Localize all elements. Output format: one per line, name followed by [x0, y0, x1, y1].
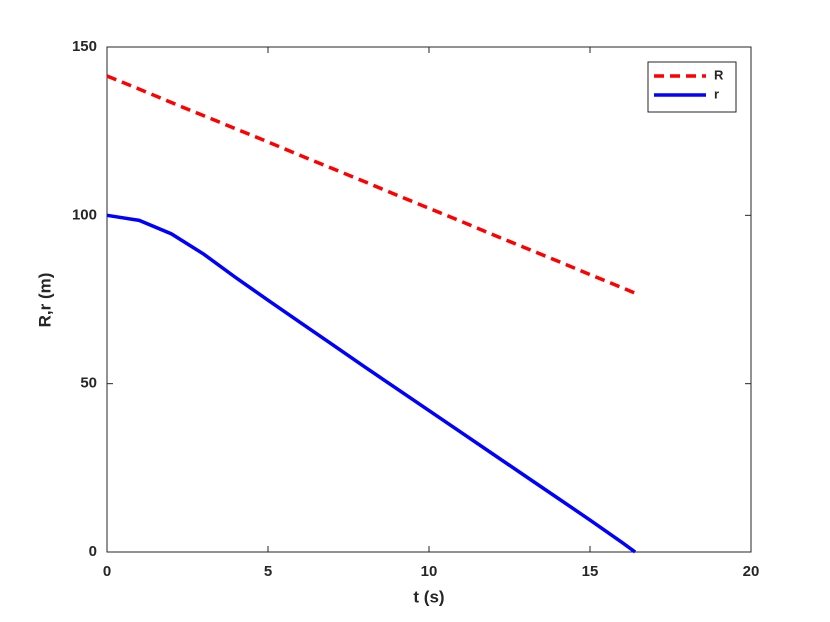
y-tick-label: 150 [72, 38, 97, 55]
x-tick-label: 15 [582, 563, 599, 580]
series-line [106, 74, 636, 295]
y-tick-label: 50 [80, 375, 97, 392]
x-tick-label: 20 [743, 563, 760, 580]
legend-label: r [714, 86, 719, 101]
x-tick-label: 10 [421, 563, 438, 580]
series-line [106, 213, 637, 554]
y-axis-label: R,r (m) [35, 273, 54, 328]
legend-box [647, 61, 737, 113]
x-tick-label: 0 [103, 563, 111, 580]
x-axis-label: t (s) [413, 587, 444, 606]
legend-label: R [714, 67, 724, 82]
y-tick-label: 100 [72, 206, 97, 223]
y-tick-label: 0 [89, 543, 97, 560]
x-tick-label: 5 [264, 563, 272, 580]
